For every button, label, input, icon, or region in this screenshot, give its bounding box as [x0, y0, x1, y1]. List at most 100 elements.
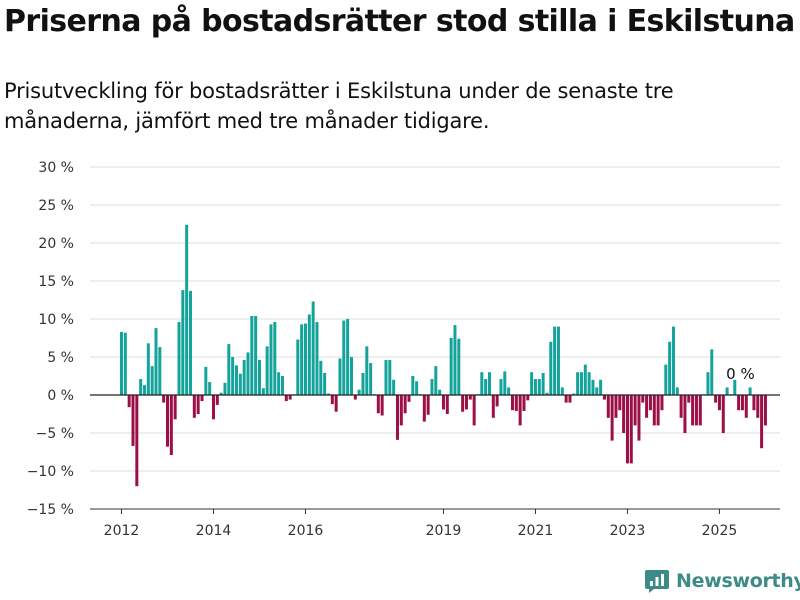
- bar: [610, 395, 614, 441]
- bar: [188, 290, 192, 395]
- bar: [579, 372, 583, 395]
- bar: [698, 395, 702, 426]
- bar: [208, 382, 212, 395]
- bar: [614, 395, 618, 418]
- bar: [223, 382, 227, 395]
- bar: [246, 352, 250, 395]
- bar: [284, 395, 288, 402]
- bar: [687, 395, 691, 403]
- bar: [338, 358, 342, 395]
- bar: [461, 395, 465, 412]
- y-tick-label: 10 %: [38, 312, 74, 328]
- bar: [392, 379, 396, 395]
- bar: [545, 392, 549, 395]
- bar: [714, 395, 718, 403]
- bar: [629, 395, 633, 464]
- bar: [472, 395, 476, 426]
- bar: [564, 395, 568, 403]
- x-axis: [90, 394, 780, 510]
- bar: [449, 338, 453, 395]
- bar: [307, 314, 311, 395]
- y-tick-label: 20 %: [38, 236, 74, 252]
- bar: [376, 395, 380, 414]
- bar: [464, 395, 468, 410]
- bar: [752, 395, 756, 411]
- bar: [430, 379, 434, 395]
- x-tick-label: 2012: [104, 523, 140, 539]
- bar: [683, 395, 687, 433]
- x-tick-label: 2014: [196, 523, 232, 539]
- bar: [123, 332, 127, 395]
- bar: [422, 395, 426, 422]
- bar: [342, 320, 346, 395]
- bar: [457, 338, 461, 395]
- bar: [349, 357, 353, 395]
- bar: [234, 365, 238, 395]
- bar: [740, 395, 744, 411]
- y-tick-label: 15 %: [38, 274, 74, 290]
- bar: [127, 395, 131, 408]
- bar: [277, 372, 281, 395]
- bar: [204, 366, 208, 395]
- bar: [211, 395, 215, 420]
- bar: [721, 395, 725, 433]
- bar: [280, 376, 284, 395]
- bar: [330, 395, 334, 405]
- bar: [763, 395, 767, 426]
- bar: [468, 395, 472, 400]
- bar: [572, 393, 576, 395]
- bar: [357, 389, 361, 395]
- bar: [407, 395, 411, 402]
- bar: [395, 395, 399, 440]
- bar: [200, 395, 204, 402]
- bar: [537, 379, 541, 395]
- bar: [622, 395, 626, 433]
- bar: [254, 315, 258, 395]
- y-tick-label: 0 %: [47, 388, 74, 404]
- bar: [311, 301, 315, 395]
- bar: [300, 324, 304, 395]
- bar: [514, 395, 518, 411]
- bar: [587, 372, 591, 395]
- bar: [326, 393, 330, 395]
- bar: [748, 387, 752, 395]
- bars: [120, 224, 767, 487]
- bar: [434, 366, 438, 395]
- bar: [499, 379, 503, 395]
- x-tick-label: 2019: [426, 523, 462, 539]
- bar: [139, 379, 143, 395]
- bar: [744, 395, 748, 418]
- x-axis-tick-labels: 2012 2014 2016 2019 2021 2023 2025: [104, 509, 737, 539]
- bar: [633, 395, 637, 426]
- bar: [710, 349, 714, 395]
- bar: [353, 395, 357, 400]
- grid-lines: [90, 166, 780, 510]
- bar: [507, 387, 511, 395]
- bar: [361, 372, 365, 395]
- bar: [756, 395, 760, 418]
- bar: [369, 363, 373, 395]
- chart-title: Priserna på bostadsrätter stod stilla i …: [4, 4, 795, 39]
- bar: [706, 372, 710, 395]
- bar: [215, 395, 219, 405]
- bar: [411, 376, 415, 395]
- bar: [487, 372, 491, 395]
- bar: [384, 360, 388, 395]
- x-tick-label: 2016: [288, 523, 324, 539]
- bar: [645, 395, 649, 418]
- x-tick-label: 2023: [610, 523, 646, 539]
- bar: [238, 373, 242, 395]
- bar: [606, 395, 610, 418]
- bar: [334, 395, 338, 412]
- bar: [530, 372, 534, 395]
- bar: [725, 387, 729, 395]
- bar: [143, 385, 146, 395]
- bar: [671, 326, 675, 395]
- bar: [166, 395, 169, 447]
- bar: [219, 392, 223, 395]
- bar: [533, 379, 537, 395]
- bar: [733, 379, 737, 395]
- bar: [185, 224, 189, 395]
- bar: [652, 395, 656, 426]
- bar: [679, 395, 683, 418]
